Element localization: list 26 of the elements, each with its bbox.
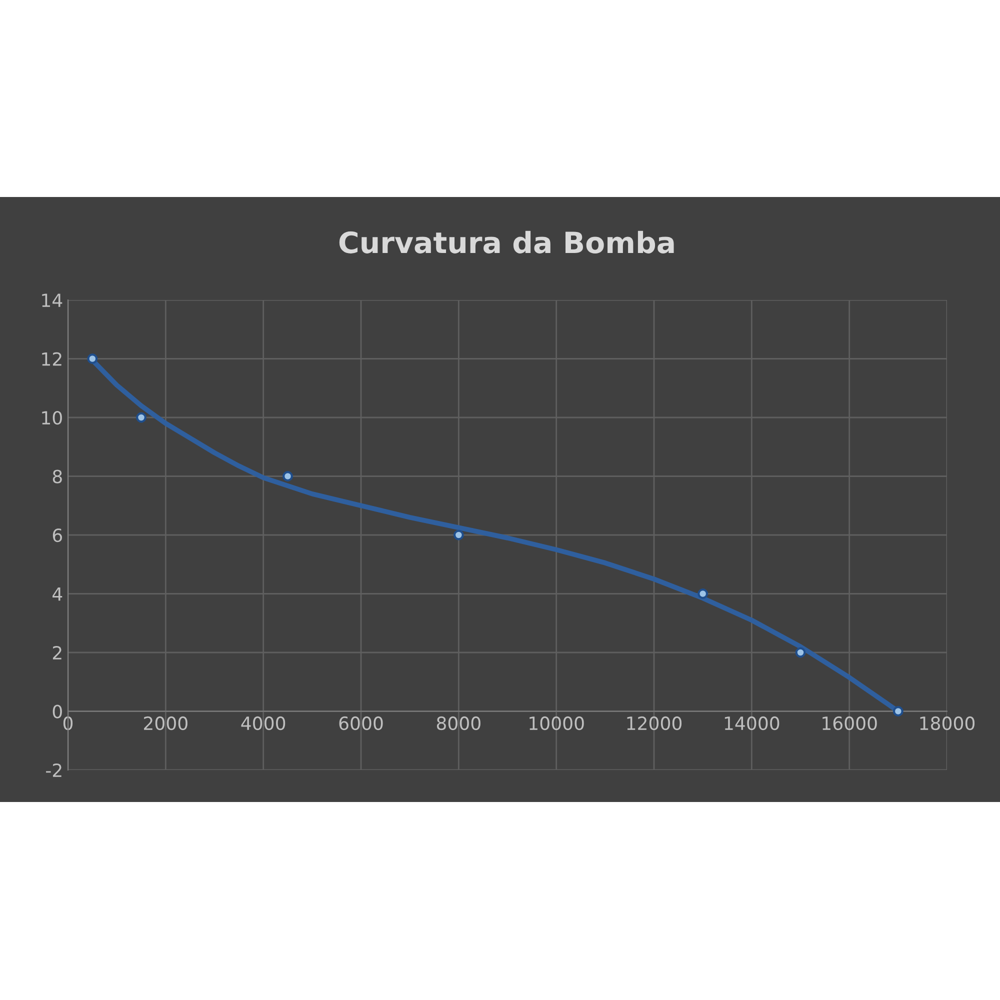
chart-title: Curvatura da Bomba xyxy=(339,230,674,254)
point xyxy=(87,354,98,364)
x-tick-label: 4000 xyxy=(241,716,286,730)
y-tick-label: 12 xyxy=(42,352,62,366)
point xyxy=(698,588,708,599)
y-tick-label: 2 xyxy=(52,646,62,660)
y-tick-label: 10 xyxy=(42,410,62,425)
x-tick-label: 16000 xyxy=(822,716,877,730)
point xyxy=(892,706,904,716)
y-tick-label: -2 xyxy=(46,763,62,777)
point xyxy=(453,530,464,540)
y-tick-label: 4 xyxy=(52,587,62,601)
x-tick-label: 2000 xyxy=(144,716,188,730)
y-tick-label: 6 xyxy=(52,528,62,542)
x-tick-label: 10000 xyxy=(530,716,584,730)
x-tick-label: 18000 xyxy=(920,716,975,730)
point xyxy=(282,471,293,482)
x-tick-label: 12000 xyxy=(627,716,682,730)
y-tick-label: 14 xyxy=(42,294,62,307)
point xyxy=(136,412,146,423)
x-tick-label: 8000 xyxy=(436,716,480,730)
point xyxy=(795,647,806,658)
x-tick-label: 14000 xyxy=(724,716,780,730)
y-tick-label: 0 xyxy=(52,704,62,718)
y-tick-label: 8 xyxy=(52,470,62,484)
x-tick-label: 6000 xyxy=(339,716,383,730)
